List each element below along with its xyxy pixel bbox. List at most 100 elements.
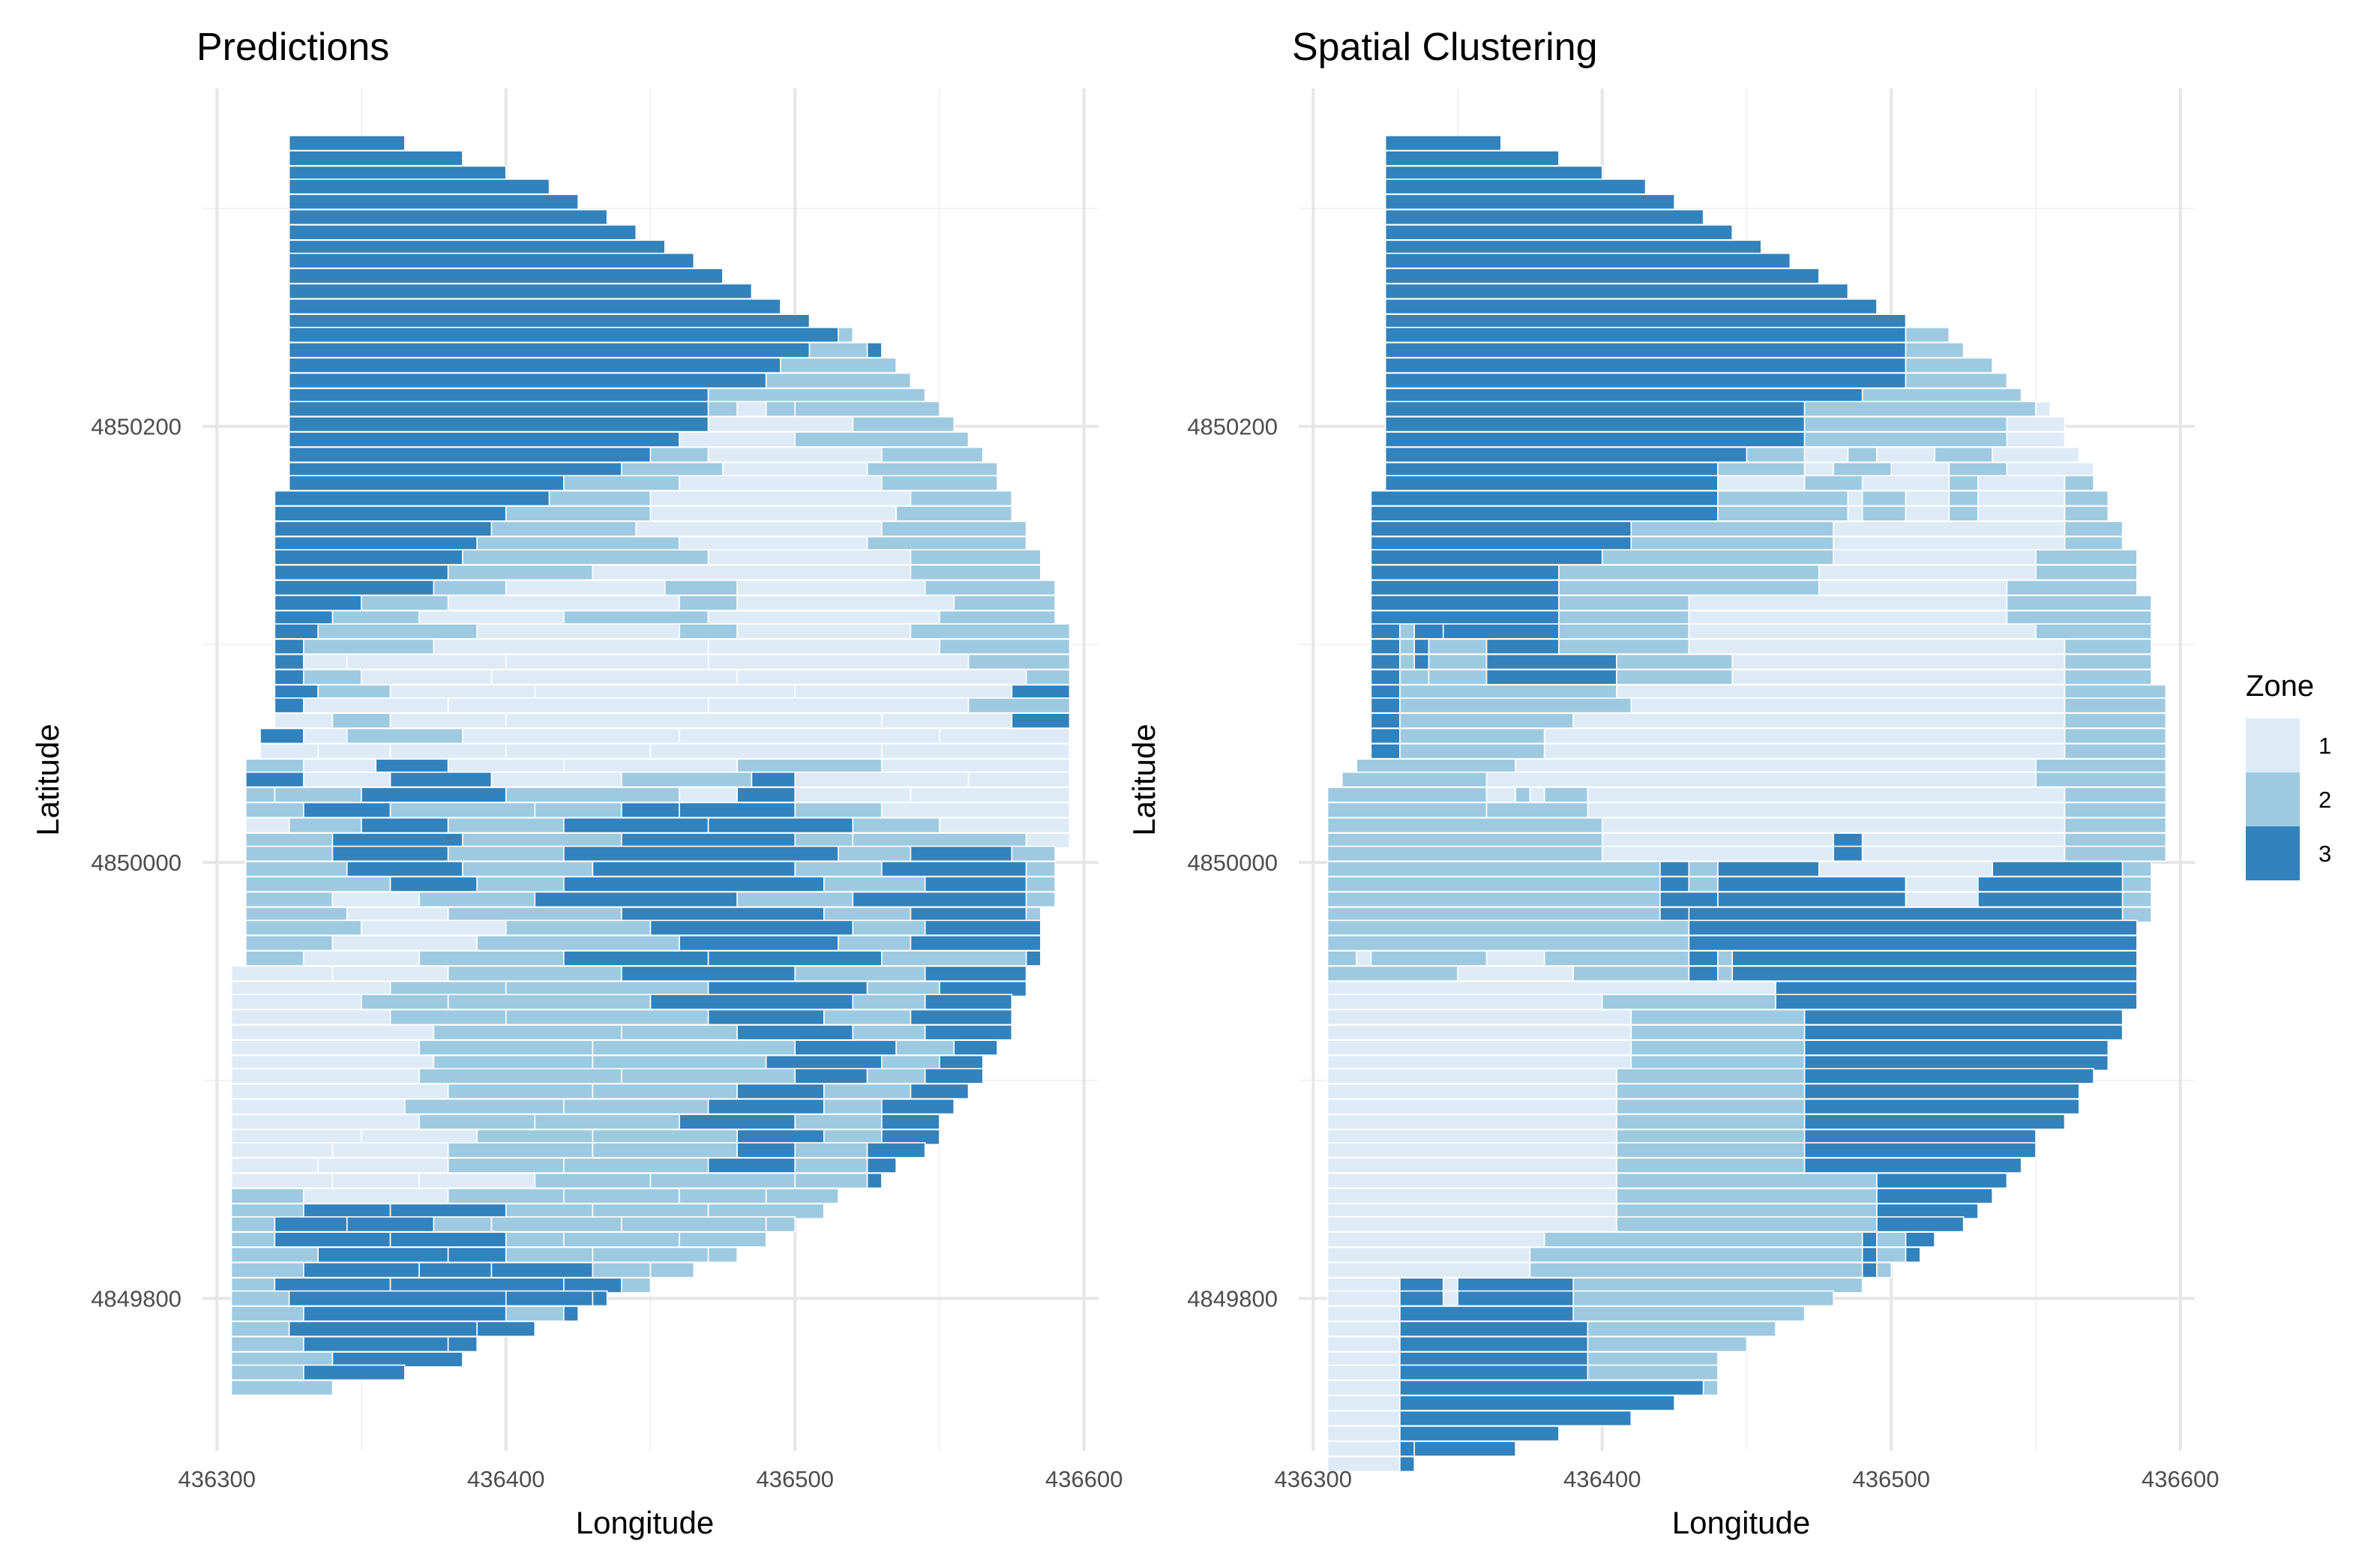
zone-3-cell [1384,372,1907,389]
zone-1-cell [1688,638,2066,655]
zone-3-cell [288,178,550,195]
zone-2-cell [230,1290,290,1307]
zone-1-cell [447,697,709,714]
zone-2-cell [274,787,362,803]
zone-2-cell [1399,727,1545,745]
zone-2-cell [1876,1262,1893,1279]
zone-1-cell [1905,891,1979,908]
zone-2-cell [1399,623,1415,640]
zone-2-cell [1861,490,1907,507]
zone-3-cell [1399,1410,1632,1427]
zone-2-cell [1025,669,1071,685]
zone-2-cell [1616,1188,1878,1204]
zone-2-cell [794,861,883,877]
zone-2-cell [838,934,912,952]
zone-1-cell [707,446,883,463]
zone-2-cell [1572,1306,1806,1322]
zone-1-cell [230,1009,391,1026]
zone-1-cell [230,994,362,1010]
zone-2-cell [1630,1009,1806,1026]
zone-1-cell [736,623,912,640]
zone-2-cell [1905,326,1950,343]
zone-1-cell [1529,787,1545,803]
zone-1-cell [505,580,666,596]
zone-2-cell [2064,787,2167,803]
zone-3-cell [563,817,709,834]
zone-2-cell [245,934,334,952]
zone-2-cell [1616,1068,1806,1084]
zone-2-cell [1326,802,1488,818]
zone-1-cell [1326,1441,1401,1457]
zone-3-cell [924,1024,1013,1041]
zone-3-cell [1905,1231,1935,1248]
legend-label-zone-3: 3 [2319,841,2331,867]
zone-3-cell [288,252,695,269]
zone-3-cell [1803,1114,2066,1130]
zone-2-cell [1601,994,1776,1010]
zone-3-cell [953,1039,998,1056]
zone-1-cell [230,1098,406,1115]
zone-2-cell [1717,505,1849,522]
zone-2-cell [852,1024,926,1041]
zone-3-cell [274,1231,391,1248]
zone-2-cell [1616,1114,1806,1130]
zone-3-cell [1688,965,1719,982]
zone-2-cell [1803,475,1863,491]
zone-3-cell [563,845,839,862]
zone-1-cell [679,431,796,448]
zone-3-cell [274,490,550,507]
zone-3-cell [1876,1172,2008,1189]
zone-1-cell [1326,1114,1617,1130]
zone-2-cell [1558,564,1820,581]
zone-3-cell [649,919,854,936]
zone-2-cell [1025,891,1056,908]
zone-2-cell [1616,1142,1806,1159]
zone-2-cell [245,876,391,892]
zone-3-cell [288,268,724,284]
x-tick-label: 436300 [178,1466,256,1492]
zone-2-cell [1948,505,1979,522]
zone-2-cell [910,549,1042,565]
zone-3-cell [1803,1068,2094,1084]
zone-3-cell [1399,1395,1675,1411]
zone-3-cell [1384,268,1820,284]
zone-3-cell [274,595,362,611]
zone-3-cell [274,520,493,537]
zone-3-cell [1370,549,1603,565]
zone-2-cell [563,1188,680,1204]
zone-1-cell [939,817,1071,834]
y-tick-label: 4850000 [1187,850,1278,876]
zone-1-cell [939,727,1071,745]
zone-1-cell [1442,1290,1458,1307]
zone-1-cell [303,771,391,788]
zone-2-cell [852,416,955,433]
zone-1-cell [1356,950,1372,967]
zone-2-cell [361,595,449,611]
zone-2-cell [924,580,1056,596]
zone-1-cell [736,580,926,596]
zone-2-cell [563,1157,709,1174]
zone-2-cell [1876,1246,1907,1264]
zone-3-cell [288,224,637,241]
legend-label-zone-1: 1 [2319,733,2331,759]
zone-2-cell [2064,520,2124,537]
zone-3-cell [418,1262,493,1279]
zone-2-cell [1399,669,1430,685]
zone-2-cell [1485,802,1589,818]
zone-1-cell [1326,1380,1401,1396]
zone-3-cell [1370,595,1560,611]
zone-2-cell [447,1188,565,1204]
zone-2-cell [2064,505,2109,522]
zone-1-cell [1977,505,2066,522]
zone-3-cell [1413,653,1430,670]
zone-2-cell [1717,965,1734,982]
zone-2-cell [910,490,1013,507]
zone-3-cell [1370,564,1560,581]
zone-1-cell [635,520,883,537]
zone-2-cell [230,1380,334,1396]
zone-3-cell [881,1114,940,1130]
y-tick-label: 4850000 [91,850,181,876]
zone-3-cell [910,1009,1013,1026]
zone-2-cell [1616,1172,1878,1189]
zone-3-cell [1370,505,1719,522]
